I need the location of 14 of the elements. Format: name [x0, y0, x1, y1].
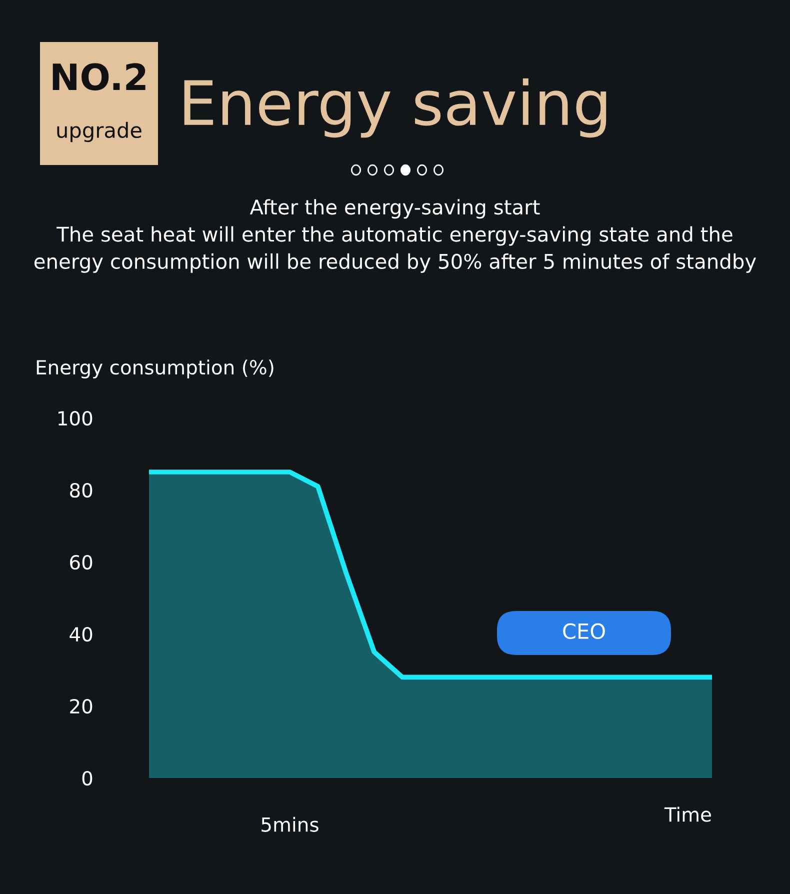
x-tick-label: 5mins [262, 816, 318, 832]
y-tick-label: 100 [58, 410, 92, 426]
chart-title: Energy saving [184, 78, 606, 138]
y-tick-label: 0 [82, 770, 92, 786]
y-axis-title: Energy consumption (%) [36, 360, 274, 378]
y-tick-label: 80 [70, 482, 92, 498]
x-axis-title: Time [664, 806, 711, 822]
text: upgrade [57, 122, 142, 142]
text: NO.2 [52, 63, 146, 90]
y-tick-label: 20 [70, 698, 92, 714]
chart-subtitle: After the energy-saving start The seat heat will enter the automatic energy-saving state and the energy consumption will be reduced by 50% after 5 minutes of standby [34, 199, 756, 273]
y-tick-label: 60 [70, 554, 92, 570]
annotation: CEO [563, 623, 605, 640]
y-tick-label: 40 [70, 626, 92, 642]
